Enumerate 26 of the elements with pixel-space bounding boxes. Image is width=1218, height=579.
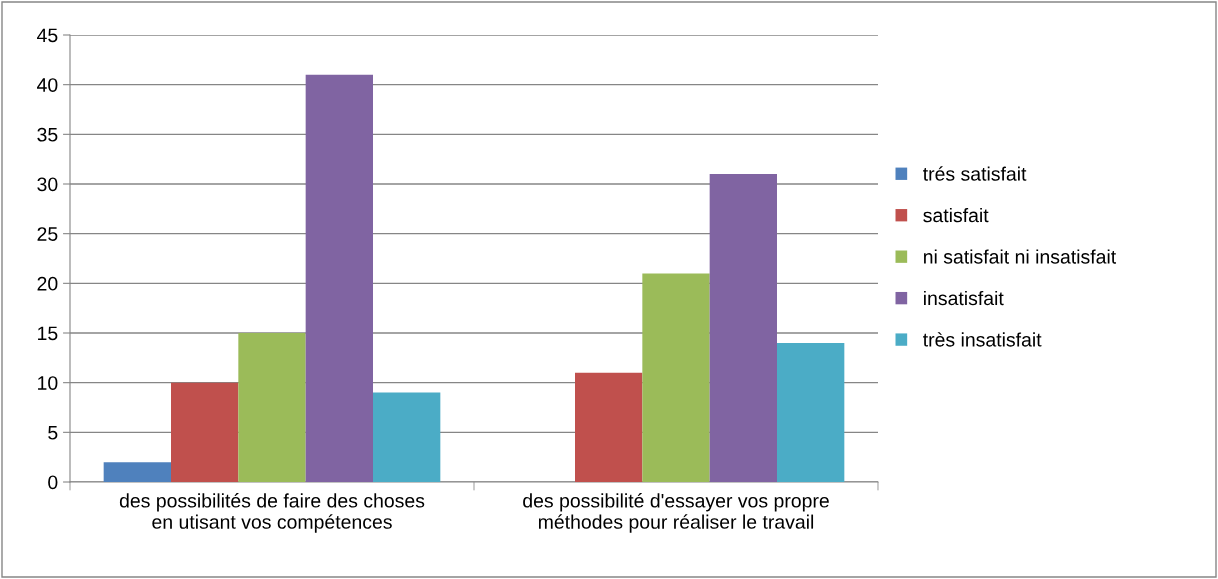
bar (575, 372, 643, 482)
y-tick-label: 5 (48, 426, 58, 440)
y-tick-label: 0 (48, 475, 58, 490)
y-tick-label: 40 (37, 78, 58, 92)
legend-label: satisfait (923, 207, 989, 223)
y-tick-label: 20 (37, 276, 58, 291)
bar (777, 342, 845, 482)
x-tick-label: des possibilités de faire des choses en utisant vos compétences (119, 493, 425, 533)
legend-label: très insatisfait (923, 332, 1042, 347)
x-tick-label: des possibilité d'essayer vos propre méthodes pour réaliser le travail (523, 493, 829, 533)
bar (305, 74, 373, 482)
bar (709, 174, 777, 482)
legend-label: insatisfait (924, 290, 1004, 306)
bar (373, 392, 441, 482)
legend-label: ni satisfait ni insatisfait (924, 249, 1117, 264)
y-tick-label: 35 (37, 127, 58, 142)
y-tick-label: 45 (37, 28, 58, 43)
y-tick-label: 15 (38, 326, 58, 341)
bar (238, 333, 306, 482)
y-tick-label: 25 (37, 227, 58, 241)
bar (171, 382, 239, 482)
y-tick-label: 10 (38, 376, 58, 390)
y-tick-label: 30 (37, 177, 58, 192)
bar (642, 273, 710, 482)
legend-label: trés satisfait (923, 166, 1027, 181)
bar (103, 462, 171, 482)
